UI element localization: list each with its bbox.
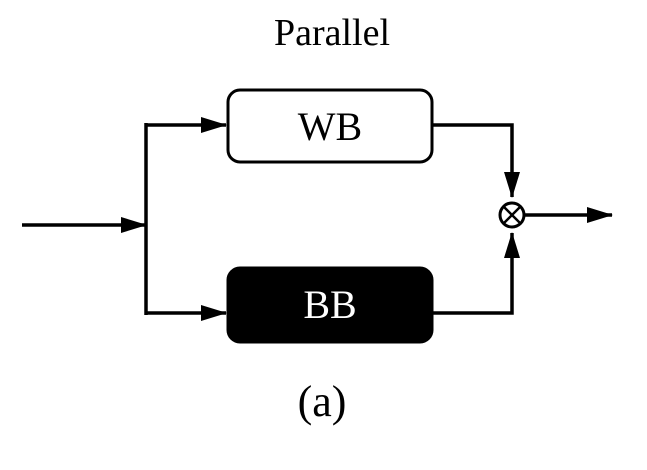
bb-output-arrow xyxy=(432,232,520,315)
wb-block-label: WB xyxy=(298,104,362,149)
diagram-caption: (a) xyxy=(298,377,347,426)
bb-block xyxy=(226,266,434,344)
multiply-combiner-icon xyxy=(498,201,526,229)
wb-output-arrow xyxy=(432,123,520,198)
diagram-title: Parallel xyxy=(274,12,390,54)
bb-block-label: BB xyxy=(303,282,356,327)
